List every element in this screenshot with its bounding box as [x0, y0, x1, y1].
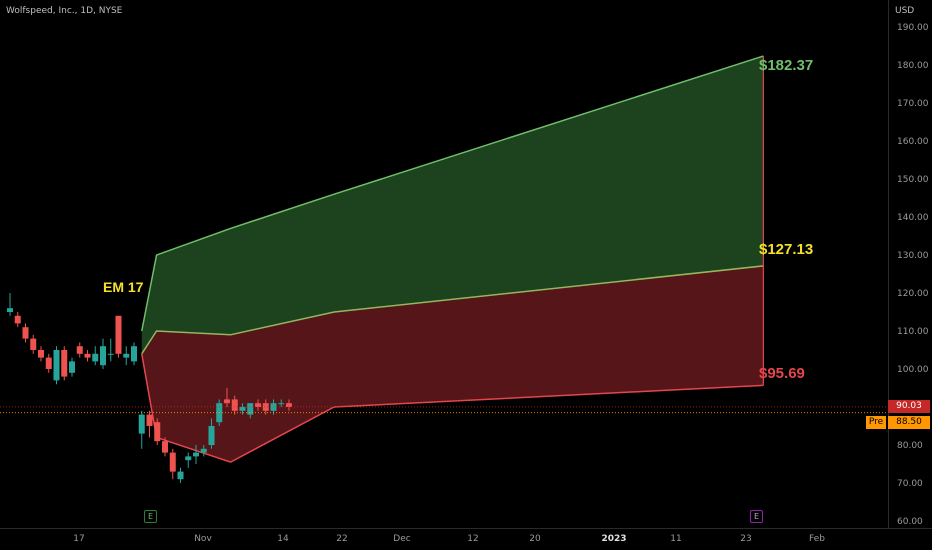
earnings-event-icon[interactable]: E	[144, 510, 157, 523]
candle-body	[53, 350, 60, 381]
candle-body	[123, 353, 130, 358]
price-tick-label: 190.00	[897, 23, 929, 33]
time-tick-label: 12	[467, 534, 478, 544]
candle-body	[208, 426, 215, 445]
time-tick-label: Dec	[393, 534, 410, 544]
candle-body	[7, 308, 13, 312]
candle-body	[92, 353, 99, 362]
time-tick-label: 11	[670, 534, 681, 544]
price-tick-label: 160.00	[897, 137, 929, 147]
candle-body	[14, 315, 21, 324]
candle-body	[45, 357, 52, 369]
candle-body	[76, 346, 83, 354]
candle-body	[193, 452, 199, 457]
mid-line-overlay	[141, 265, 764, 355]
time-tick-label: Nov	[194, 534, 212, 544]
upper-bound-line	[141, 55, 764, 332]
price-tick-label: 140.00	[897, 213, 929, 223]
candle-body	[61, 350, 68, 377]
time-tick-label: 22	[336, 534, 347, 544]
candle-body	[100, 346, 106, 366]
candle-body	[262, 403, 269, 411]
time-tick-label: 2023	[601, 534, 626, 544]
candle-body	[200, 448, 207, 453]
chart-title: Wolfspeed, Inc., 1D, NYSE	[6, 6, 123, 16]
candle-body	[247, 403, 254, 415]
candle-body	[169, 452, 176, 472]
candle-body	[154, 422, 161, 442]
time-tick-label: 17	[73, 534, 84, 544]
price-tick-label: 120.00	[897, 289, 929, 299]
candle-body	[115, 315, 122, 354]
candle-body	[286, 403, 292, 407]
time-tick-label: 20	[529, 534, 541, 544]
premarket-price-tag: 88.50	[888, 416, 930, 429]
candle-body	[162, 441, 168, 453]
price-axis[interactable]: 60.0070.0080.0090.00100.00110.00120.0013…	[888, 0, 929, 528]
upper-target-label: $182.37	[759, 57, 814, 74]
candle-body	[278, 403, 285, 405]
price-tick-label: 170.00	[897, 99, 929, 109]
candle-body	[138, 414, 145, 434]
lower-target-label: $95.69	[759, 365, 805, 382]
price-tick-label: 150.00	[897, 175, 929, 185]
upper-zone	[141, 56, 764, 354]
price-tick-label: 60.00	[897, 517, 923, 527]
candle-body	[185, 456, 192, 461]
price-tick-label: 80.00	[897, 441, 923, 451]
time-tick-label: 23	[740, 534, 751, 544]
last-price-tag: 90.03	[888, 400, 930, 413]
price-tick-label: 180.00	[897, 61, 929, 71]
currency-label: USD	[895, 6, 915, 16]
candle-body	[224, 399, 230, 404]
candle-body	[239, 407, 246, 411]
premarket-label: Pre	[866, 416, 886, 429]
price-tick-label: 100.00	[897, 365, 929, 375]
candle-body	[30, 338, 37, 350]
candle-body	[107, 353, 114, 355]
candle-body	[231, 399, 238, 411]
earnings-event-icon[interactable]: E	[750, 510, 763, 523]
expected-move-label: EM 17	[103, 279, 144, 295]
candle-body	[84, 353, 91, 358]
candle-body	[177, 471, 184, 480]
time-axis[interactable]: 17 Nov 14 22 Dec 12 20 2023 11 23 Feb	[0, 528, 932, 545]
price-tick-label: 70.00	[897, 479, 923, 489]
price-tick-label: 130.00	[897, 251, 929, 261]
time-tick-label: 14	[277, 534, 289, 544]
candle-body	[22, 327, 29, 339]
candle-body	[146, 414, 153, 426]
candle-body	[131, 346, 137, 362]
time-tick-label: Feb	[809, 534, 825, 544]
candle-body	[38, 350, 44, 358]
lower-bound-line	[141, 353, 764, 463]
candle-body	[255, 403, 261, 407]
candle-body	[69, 361, 75, 373]
price-lines	[0, 406, 888, 414]
price-tick-label: 110.00	[897, 327, 929, 337]
mid-target-label: $127.13	[759, 241, 814, 258]
